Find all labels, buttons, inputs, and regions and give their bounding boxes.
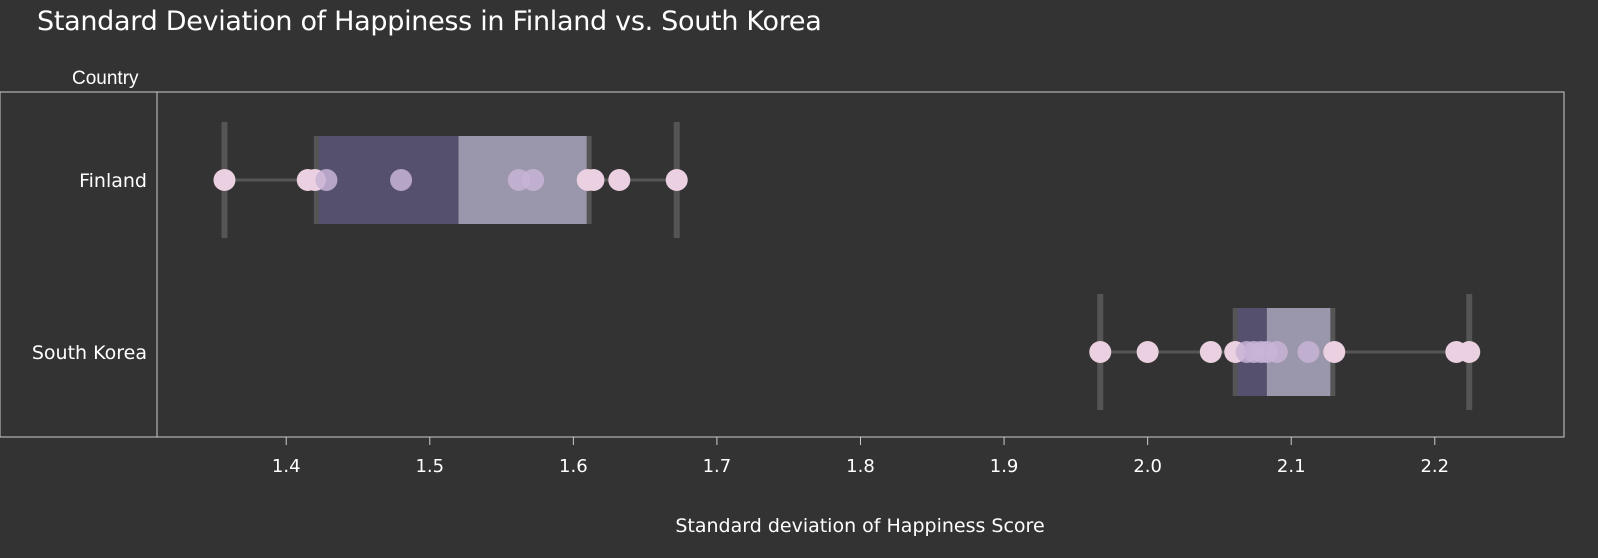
y-category-label: South Korea <box>32 342 147 364</box>
data-point <box>608 169 631 191</box>
box-lower <box>316 136 459 224</box>
data-point <box>1323 341 1346 363</box>
data-point <box>390 169 413 191</box>
data-point <box>582 169 605 191</box>
x-tick-label: 2.0 <box>1133 456 1162 477</box>
data-point <box>1089 341 1112 363</box>
data-point <box>665 169 688 191</box>
y-axis-categories: Finland South Korea <box>32 170 147 364</box>
x-tick-label: 1.7 <box>703 456 732 477</box>
x-axis: 1.4 1.5 1.6 1.7 1.8 1.9 2.0 2.1 2.2 <box>272 437 1449 477</box>
data-point <box>315 169 338 191</box>
data-point <box>213 169 236 191</box>
x-tick-label: 2.1 <box>1277 456 1306 477</box>
x-tick-label: 1.4 <box>272 456 301 477</box>
x-tick-label: 1.9 <box>990 456 1019 477</box>
x-tick-label: 1.8 <box>846 456 875 477</box>
data-point <box>1136 341 1159 363</box>
x-tick-label: 1.6 <box>559 456 588 477</box>
plot-frame <box>0 91 1565 438</box>
data-point <box>1199 341 1222 363</box>
y-category-label: Finland <box>79 170 147 192</box>
boxes <box>213 122 1481 410</box>
data-point <box>522 169 545 191</box>
data-point <box>1265 341 1288 363</box>
x-tick-label: 1.5 <box>415 456 444 477</box>
x-axis-title: Standard deviation of Happiness Score <box>675 515 1044 537</box>
chart-title: Standard Deviation of Happiness in Finla… <box>37 6 822 37</box>
x-tick-label: 2.2 <box>1420 456 1449 477</box>
data-point <box>1458 341 1481 363</box>
data-point <box>1297 341 1320 363</box>
y-axis-title: Country <box>72 68 139 89</box>
